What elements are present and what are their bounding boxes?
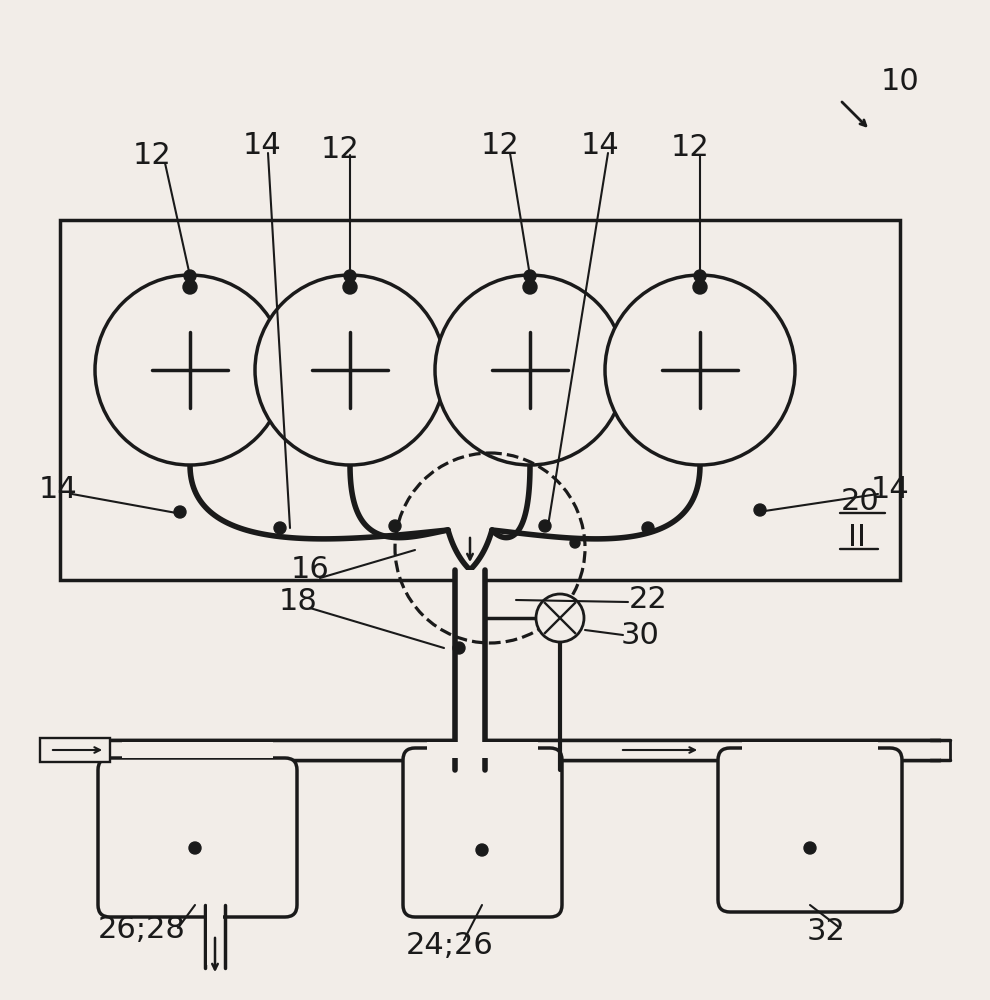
Text: 14: 14 (243, 130, 281, 159)
Text: 32: 32 (807, 918, 845, 946)
Bar (122, 742, 273, 758)
Text: 30: 30 (621, 620, 659, 650)
Bar (207, 905, 223, 965)
Circle shape (274, 522, 286, 534)
Bar (60, 741, 940, 759)
Circle shape (523, 280, 537, 294)
Circle shape (539, 520, 551, 532)
Text: 14: 14 (580, 130, 620, 159)
Circle shape (694, 270, 706, 282)
FancyBboxPatch shape (718, 748, 902, 912)
Text: 18: 18 (278, 587, 318, 616)
Circle shape (174, 506, 186, 518)
Bar (742, 742, 878, 758)
Text: 14: 14 (870, 476, 910, 504)
Text: 12: 12 (670, 133, 710, 162)
Circle shape (95, 275, 285, 465)
Circle shape (804, 842, 816, 854)
Text: II: II (848, 524, 866, 552)
Circle shape (343, 280, 357, 294)
Text: 16: 16 (291, 556, 330, 584)
Circle shape (693, 280, 707, 294)
Bar (457, 570, 483, 770)
Circle shape (453, 642, 465, 654)
Circle shape (344, 270, 356, 282)
Circle shape (435, 275, 625, 465)
Text: 14: 14 (39, 476, 77, 504)
Bar (40, 738, 110, 762)
Text: 12: 12 (133, 140, 171, 169)
Bar (60, 220, 900, 580)
Text: 12: 12 (480, 130, 520, 159)
Text: 20: 20 (841, 488, 879, 516)
FancyBboxPatch shape (98, 758, 297, 917)
Circle shape (536, 594, 584, 642)
Circle shape (255, 275, 445, 465)
Circle shape (189, 842, 201, 854)
Circle shape (476, 844, 488, 856)
Text: 22: 22 (629, 585, 667, 614)
FancyBboxPatch shape (403, 748, 562, 917)
Circle shape (570, 538, 580, 548)
Circle shape (524, 270, 536, 282)
Text: 12: 12 (321, 135, 359, 164)
Text: 24;26: 24;26 (406, 930, 494, 960)
Bar (427, 742, 538, 758)
Circle shape (184, 270, 196, 282)
Circle shape (183, 280, 197, 294)
Circle shape (642, 522, 654, 534)
Circle shape (754, 504, 766, 516)
Circle shape (389, 520, 401, 532)
Text: 26;28: 26;28 (98, 916, 186, 944)
Text: 10: 10 (881, 68, 920, 97)
Circle shape (605, 275, 795, 465)
